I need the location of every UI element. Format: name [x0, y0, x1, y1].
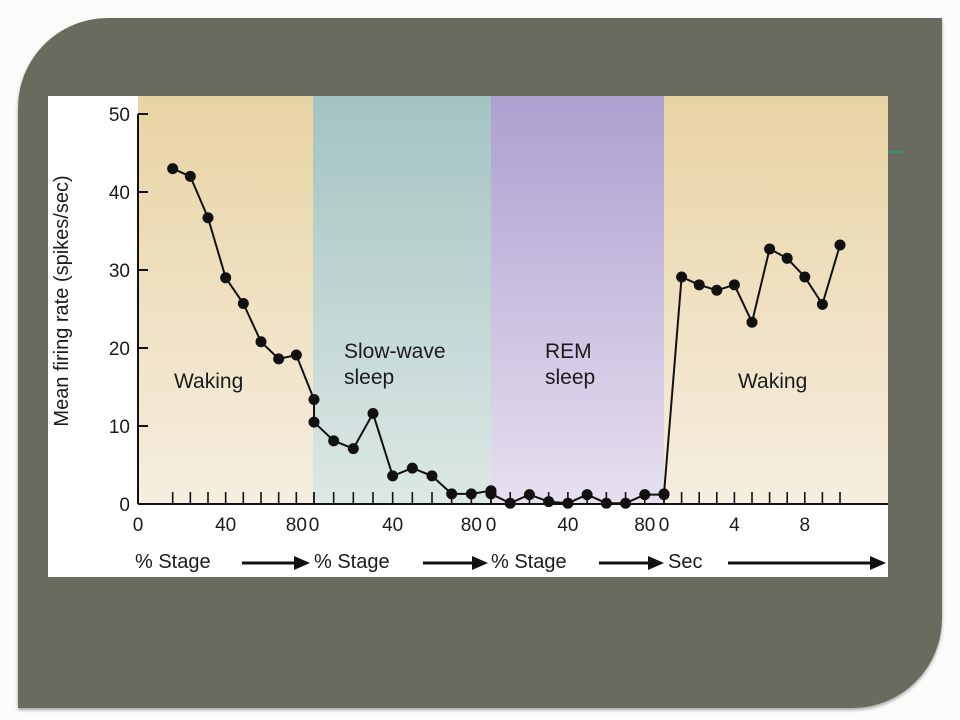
- data-point: [746, 316, 758, 328]
- y-tick-label: 40: [109, 183, 130, 204]
- data-point: [764, 243, 776, 255]
- data-point: [781, 252, 793, 264]
- x-tick-label: 8: [800, 515, 811, 536]
- data-point: [308, 393, 320, 405]
- data-point: [543, 496, 555, 508]
- data-point: [367, 408, 379, 420]
- region-label: REM: [545, 340, 592, 363]
- chart-panel: 0 10 20 30 40 50 0 40 80 0 40 80 0 40 80 0 4 8 Waking Slo…: [48, 96, 888, 577]
- x-tick-label: 80: [461, 515, 482, 536]
- data-point: [562, 497, 574, 509]
- data-point: [387, 470, 399, 482]
- data-point: [600, 497, 612, 509]
- data-point: [711, 284, 723, 296]
- x-tick-label: 0: [309, 515, 320, 536]
- x-unit-label: % Stage: [314, 551, 390, 573]
- x-unit-label: % Stage: [135, 551, 211, 573]
- y-axis-label: Mean firing rate (spikes/sec): [51, 175, 73, 426]
- x-tick-label: 0: [133, 515, 144, 536]
- data-point: [406, 462, 418, 474]
- data-point: [426, 470, 438, 482]
- data-point: [446, 488, 458, 500]
- data-point: [184, 170, 196, 182]
- data-point: [799, 271, 811, 283]
- data-point: [816, 298, 828, 310]
- x-unit-label: % Stage: [491, 551, 567, 573]
- data-point: [639, 489, 651, 501]
- x-tick-label: 40: [215, 515, 236, 536]
- x-tick-label: 80: [286, 515, 307, 536]
- x-tick-label: 0: [659, 515, 670, 536]
- data-point: [465, 488, 477, 500]
- data-point: [693, 279, 705, 291]
- data-point: [485, 488, 497, 500]
- data-point: [504, 497, 516, 509]
- y-tick-label: 50: [109, 105, 130, 126]
- region-label: sleep: [344, 366, 394, 389]
- data-point: [167, 163, 179, 175]
- arrow-head-icon: [294, 556, 310, 570]
- region-label: Waking: [738, 370, 807, 393]
- x-tick-label: 40: [557, 515, 578, 536]
- arrow-head-icon: [870, 556, 886, 570]
- arrow-head-icon: [472, 556, 488, 570]
- x-tick-label: 40: [382, 515, 403, 536]
- data-point: [308, 416, 320, 428]
- data-point: [347, 443, 359, 455]
- region-label: Slow-wave: [344, 340, 446, 363]
- y-tick-label: 10: [109, 417, 130, 438]
- data-point: [658, 488, 670, 500]
- data-point: [328, 435, 340, 447]
- region-label: Waking: [174, 370, 243, 393]
- data-point: [676, 271, 688, 283]
- data-point: [581, 489, 593, 501]
- data-point: [620, 497, 632, 509]
- data-point: [290, 349, 302, 361]
- data-point: [255, 336, 267, 348]
- region-band-2: [491, 96, 664, 504]
- y-tick-label: 0: [119, 495, 130, 516]
- region-band-3: [664, 96, 888, 504]
- y-tick-label: 30: [109, 261, 130, 282]
- data-point: [202, 212, 214, 224]
- x-tick-label: 0: [486, 515, 497, 536]
- data-point: [523, 489, 535, 501]
- region-label: sleep: [545, 366, 595, 389]
- accent-line: [886, 151, 902, 153]
- data-point: [220, 272, 232, 284]
- arrow-head-icon: [648, 556, 664, 570]
- data-point: [834, 239, 846, 251]
- data-point: [273, 353, 285, 365]
- series-line: [172, 167, 841, 505]
- data-point: [728, 279, 740, 291]
- x-unit-label: Sec: [668, 551, 702, 573]
- region-band-0: [138, 96, 313, 504]
- x-tick-label: 80: [634, 515, 655, 536]
- region-band-1: [313, 96, 491, 504]
- x-tick-label: 4: [729, 515, 740, 536]
- y-tick-label: 20: [109, 339, 130, 360]
- data-point: [237, 298, 249, 310]
